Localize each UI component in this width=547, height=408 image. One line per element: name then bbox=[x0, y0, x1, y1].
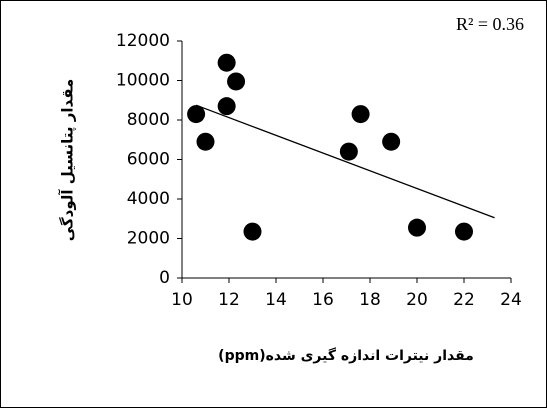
point bbox=[455, 222, 473, 241]
y-tick-label: 10000 bbox=[116, 71, 170, 91]
y-axis-label: مقدار پتانسیل آلودگی bbox=[59, 79, 78, 242]
x-tick-label: 24 bbox=[500, 290, 522, 310]
x-axis-label: مقدار نیترات اندازه گیری شده(ppm) bbox=[218, 347, 474, 364]
point bbox=[196, 132, 215, 151]
y-tick-label: 0 bbox=[159, 268, 170, 288]
trendline bbox=[195, 104, 495, 219]
point bbox=[351, 105, 370, 124]
y-tick-label: 12000 bbox=[116, 31, 170, 51]
y-tick-label: 4000 bbox=[127, 189, 170, 209]
annotation: R² = 0.36 bbox=[456, 14, 524, 34]
point bbox=[408, 218, 426, 237]
point bbox=[187, 105, 206, 124]
point bbox=[243, 222, 262, 241]
x-tick-label: 10 bbox=[171, 290, 193, 310]
y-tick-label: 8000 bbox=[127, 110, 170, 130]
point bbox=[217, 97, 236, 116]
point bbox=[339, 142, 358, 161]
point bbox=[217, 53, 236, 72]
y-tick-label: 2000 bbox=[127, 229, 170, 249]
x-tick-label: 16 bbox=[312, 290, 334, 310]
point bbox=[227, 72, 246, 91]
x-tick-label: 20 bbox=[406, 290, 428, 310]
y-tick-label: 6000 bbox=[127, 150, 170, 170]
x-tick-label: 12 bbox=[218, 290, 240, 310]
x-tick-label: 22 bbox=[453, 290, 475, 310]
x-tick-label: 14 bbox=[265, 290, 287, 310]
x-tick-label: 18 bbox=[359, 290, 381, 310]
point bbox=[382, 132, 401, 151]
